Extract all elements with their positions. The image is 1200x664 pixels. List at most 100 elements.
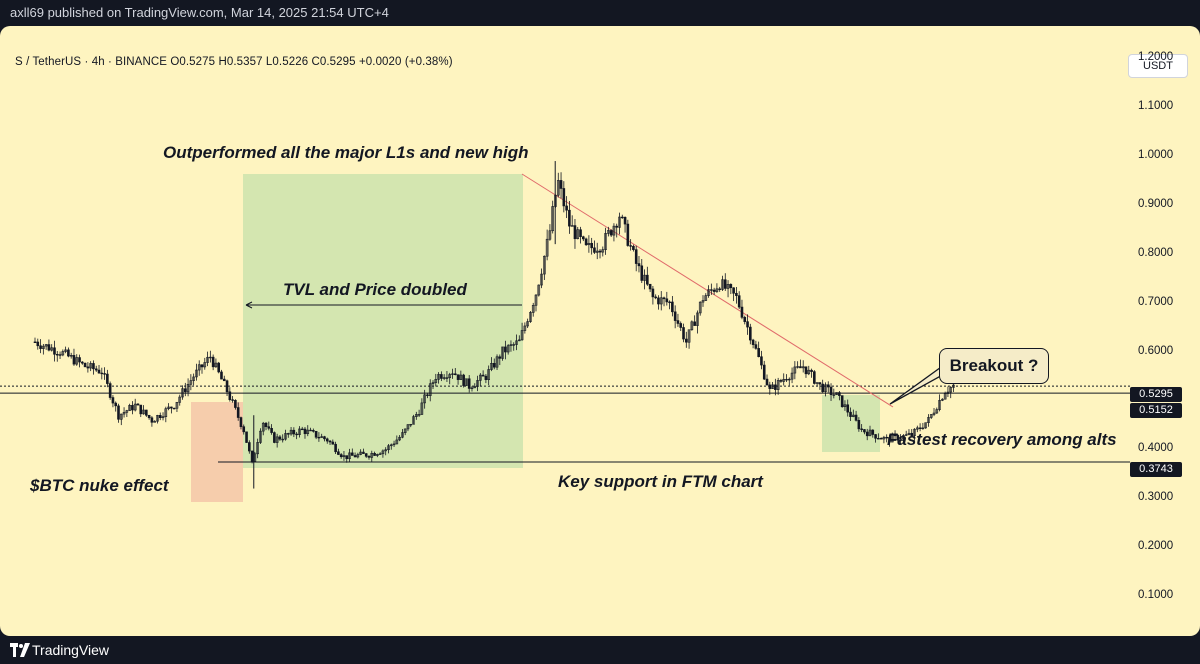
publish-info-bar: axll69 published on TradingView.com, Mar… bbox=[0, 0, 1200, 26]
candle-body bbox=[147, 414, 151, 419]
candle-body bbox=[142, 409, 145, 415]
candle-body bbox=[509, 344, 513, 346]
candle-body bbox=[565, 205, 568, 211]
candle-body bbox=[345, 455, 349, 460]
candle-body bbox=[879, 438, 883, 440]
candle-body bbox=[342, 455, 346, 458]
candle-body bbox=[515, 340, 518, 345]
annotation-fastest-recovery: Fastest recovery among alts bbox=[887, 430, 1117, 449]
candle-body bbox=[456, 374, 460, 380]
tradingview-logo-icon bbox=[10, 643, 30, 657]
publish-info: axll69 published on TradingView.com, Mar… bbox=[10, 5, 389, 20]
candle-body bbox=[849, 411, 852, 417]
candle-body bbox=[885, 436, 889, 439]
candle-body bbox=[153, 420, 156, 423]
candle-body bbox=[584, 238, 588, 246]
candle-body bbox=[609, 230, 613, 236]
candle-body bbox=[643, 274, 646, 281]
candle-body bbox=[846, 404, 850, 413]
candle-body bbox=[751, 339, 755, 345]
candle-body bbox=[890, 434, 894, 443]
candle-body bbox=[548, 230, 552, 240]
candle-body bbox=[381, 450, 385, 455]
candle-body bbox=[437, 374, 440, 380]
candle-body bbox=[284, 433, 287, 440]
candle-body bbox=[723, 279, 727, 289]
price-chart[interactable] bbox=[0, 26, 1200, 636]
y-tick-label: 0.1000 bbox=[1138, 589, 1174, 602]
candle-body bbox=[234, 399, 237, 408]
candle-body bbox=[409, 423, 413, 426]
candle-body bbox=[145, 409, 148, 416]
candle-body bbox=[882, 436, 886, 440]
candle-body bbox=[495, 356, 499, 368]
candle-body bbox=[810, 369, 813, 372]
candle-body bbox=[593, 247, 596, 253]
candle-body bbox=[78, 357, 81, 363]
candle-body bbox=[718, 288, 722, 290]
candle-body bbox=[114, 402, 118, 407]
candle-body bbox=[184, 388, 187, 393]
candle-body bbox=[935, 409, 939, 414]
candle-body bbox=[378, 453, 382, 455]
price-tag-level: 0.5152 bbox=[1130, 403, 1182, 418]
candle-body bbox=[217, 362, 220, 373]
candle-body bbox=[665, 298, 669, 303]
candle-body bbox=[754, 344, 758, 349]
candle-body bbox=[211, 356, 215, 368]
candle-body bbox=[779, 380, 783, 382]
candle-body bbox=[203, 362, 207, 368]
candle-body bbox=[273, 432, 276, 443]
candle-body bbox=[863, 429, 866, 433]
candle-body bbox=[746, 321, 749, 328]
price-tag-support: 0.3743 bbox=[1130, 462, 1182, 477]
candle-body bbox=[771, 384, 774, 389]
candle-body bbox=[428, 383, 432, 396]
y-tick-label: 1.2000 bbox=[1138, 51, 1174, 64]
candle-body bbox=[757, 348, 760, 358]
candle-body bbox=[787, 378, 791, 381]
candle-body bbox=[403, 428, 407, 433]
candle-body bbox=[440, 374, 443, 379]
candle-body bbox=[128, 405, 131, 411]
currency-button[interactable]: USDT bbox=[1128, 54, 1188, 78]
candle-body bbox=[604, 233, 607, 250]
candle-body bbox=[328, 440, 332, 443]
candle-body bbox=[434, 379, 438, 383]
candle-body bbox=[865, 431, 869, 437]
candle-body bbox=[86, 366, 90, 369]
candle-body bbox=[673, 311, 677, 321]
annotation-btc-nuke: $BTC nuke effect bbox=[30, 476, 169, 495]
chart-frame[interactable]: S / TetherUS · 4h · BINANCE O0.5275 H0.5… bbox=[0, 26, 1200, 636]
y-tick-label: 0.7000 bbox=[1138, 295, 1174, 308]
candle-body bbox=[337, 451, 340, 455]
candle-body bbox=[690, 321, 694, 331]
candle-body bbox=[445, 377, 449, 379]
annotation-outperformed: Outperformed all the major L1s and new h… bbox=[163, 143, 529, 162]
annotation-tvl-price: TVL and Price doubled bbox=[283, 280, 467, 299]
symbol-legend: S / TetherUS · 4h · BINANCE O0.5275 H0.5… bbox=[15, 56, 453, 68]
candle-body bbox=[815, 382, 819, 384]
candle-body bbox=[929, 414, 933, 418]
candle-body bbox=[55, 353, 59, 356]
candle-body bbox=[261, 422, 265, 432]
candle-body bbox=[618, 216, 621, 228]
candle-body bbox=[92, 363, 95, 370]
candle-body bbox=[325, 438, 329, 442]
candle-body bbox=[181, 388, 184, 398]
candle-body bbox=[676, 320, 680, 324]
candle-body bbox=[659, 297, 663, 305]
candle-body bbox=[309, 429, 312, 432]
candle-body bbox=[267, 426, 271, 429]
candle-body bbox=[590, 242, 593, 249]
candle-body bbox=[913, 428, 916, 436]
candle-body bbox=[732, 287, 735, 294]
candle-body bbox=[904, 434, 908, 436]
y-tick-label: 0.6000 bbox=[1138, 344, 1174, 357]
candle-body bbox=[167, 406, 170, 409]
candle-body bbox=[192, 376, 195, 381]
candle-body bbox=[579, 229, 582, 238]
candle-body bbox=[632, 245, 635, 250]
candle-body bbox=[36, 341, 40, 347]
candle-body bbox=[893, 434, 897, 437]
